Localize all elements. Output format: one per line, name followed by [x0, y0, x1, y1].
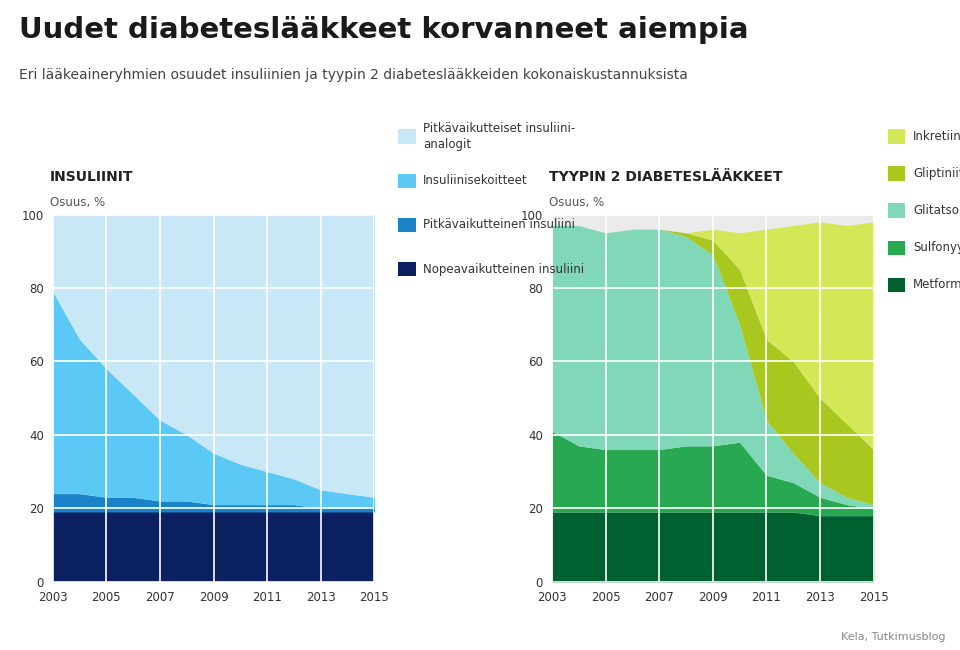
- Text: Osuus, %: Osuus, %: [50, 196, 105, 209]
- Text: Insuliinisekoitteet: Insuliinisekoitteet: [423, 174, 528, 187]
- Text: Pitkävaikutteiset insuliini-
analogit: Pitkävaikutteiset insuliini- analogit: [423, 122, 576, 151]
- Text: Sulfonyyliureat: Sulfonyyliureat: [913, 241, 960, 254]
- Text: INSULIINIT: INSULIINIT: [50, 170, 133, 185]
- Text: Osuus, %: Osuus, %: [549, 196, 604, 209]
- Text: Eri lääkeaineryhmien osuudet insuliinien ja tyypin 2 diabeteslääkkeiden kokonais: Eri lääkeaineryhmien osuudet insuliinien…: [19, 68, 688, 83]
- Text: Kela, Tutkimusblog: Kela, Tutkimusblog: [841, 632, 946, 642]
- Text: Glitatsonit: Glitatsonit: [913, 204, 960, 217]
- Text: Gliptiniit: Gliptiniit: [913, 167, 960, 180]
- Text: Inkretiinimimeetit: Inkretiinimimeetit: [913, 130, 960, 143]
- Text: Uudet diabeteslääkkeet korvanneet aiempia: Uudet diabeteslääkkeet korvanneet aiempi…: [19, 16, 749, 44]
- Text: Pitkävaikutteinen insuliini: Pitkävaikutteinen insuliini: [423, 218, 575, 231]
- Text: Nopeavaikutteinen insuliini: Nopeavaikutteinen insuliini: [423, 263, 585, 276]
- Text: TYYPIN 2 DIABETESLÄÄKKEET: TYYPIN 2 DIABETESLÄÄKKEET: [549, 170, 782, 185]
- Text: Metformiini: Metformiini: [913, 278, 960, 291]
